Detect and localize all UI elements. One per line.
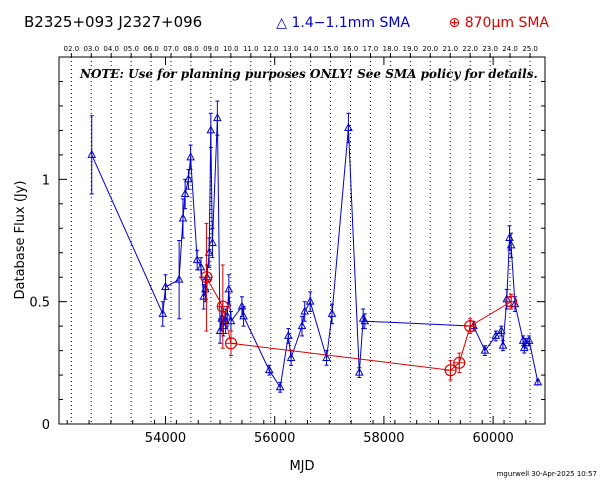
data-point	[344, 122, 353, 131]
top-axis-tick-label: 23.0	[482, 45, 498, 53]
y-tick-label: 1	[42, 173, 50, 188]
top-axis-tick-label: 16.0	[343, 45, 359, 53]
data-point	[202, 272, 212, 281]
top-axis-tick-label: 06.0	[143, 45, 159, 53]
x-tick-label: 54000	[145, 431, 186, 446]
data-point	[237, 301, 247, 310]
data-point	[464, 320, 477, 333]
x-tick-label: 60000	[472, 431, 513, 446]
footer-credit: mgurwell 30-Apr-2025 10:57	[497, 470, 597, 478]
top-axis-tick-label: 02.0	[64, 45, 80, 53]
data-point	[505, 295, 518, 308]
data-point	[264, 365, 274, 374]
data-point	[506, 240, 516, 249]
y-tick-label: 0	[42, 418, 50, 433]
data-point	[186, 152, 195, 161]
data-point	[360, 316, 370, 325]
top-axis-tick-label: 15.0	[323, 45, 339, 53]
top-axis-tick-label: 09.0	[203, 45, 219, 53]
data-point	[87, 149, 97, 158]
data-point	[496, 325, 506, 335]
data-point	[174, 274, 184, 283]
data-point	[200, 271, 213, 284]
data-point	[213, 113, 222, 122]
data-point	[327, 308, 337, 317]
data-point	[224, 337, 238, 350]
data-point	[453, 356, 466, 369]
top-axis-tick-label: 24.0	[502, 45, 518, 53]
top-axis-tick-label: 25.0	[522, 45, 538, 53]
top-axis-tick-label: 13.0	[283, 45, 299, 53]
data-point	[498, 340, 508, 349]
series-line	[91, 118, 539, 389]
data-point	[286, 352, 296, 361]
data-point	[305, 296, 315, 305]
top-axis-tick-label: 07.0	[163, 45, 179, 53]
top-axis-tick-label: 21.0	[442, 45, 458, 53]
planning-note: NOTE: Use for planning purposes ONLY! Se…	[79, 67, 538, 81]
plot-frame	[58, 56, 546, 425]
legend-blue-series: △ 1.4−1.1mm SMA	[276, 15, 410, 31]
y-tick-label: 0.5	[29, 296, 50, 311]
data-point	[196, 262, 206, 271]
data-point	[184, 174, 193, 183]
x-axis: 54000 56000 58000 60000	[66, 57, 527, 446]
y-axis-label: Database Flux (Jy)	[13, 181, 28, 300]
top-axis: 02.0 03.0 04.0 05.0 06.0 07.0 08.0 09.0 10.0 11.0…	[64, 45, 538, 57]
top-axis-tick-label: 20.0	[422, 45, 438, 53]
data-point	[222, 311, 232, 320]
top-axis-tick-label: 08.0	[183, 45, 199, 53]
data-point	[204, 247, 214, 256]
data-point	[180, 188, 190, 198]
top-axis-tick-label: 22.0	[462, 45, 478, 53]
top-axis-tick-label: 10.0	[223, 45, 239, 53]
top-axis-tick-label: 12.0	[263, 45, 279, 53]
data-point	[192, 255, 202, 264]
data-point	[533, 377, 543, 386]
data-point	[284, 330, 293, 339]
source-names: B2325+093 J2327+096	[24, 13, 202, 31]
data-point	[161, 281, 170, 290]
x-tick-label: 56000	[254, 431, 295, 446]
gridlines	[70, 57, 531, 424]
data-point	[224, 284, 234, 293]
top-axis-tick-label: 19.0	[403, 45, 419, 53]
data-point	[178, 213, 188, 222]
data-point	[158, 308, 168, 317]
top-axis-tick-label: 18.0	[383, 45, 399, 53]
data-point	[480, 345, 490, 354]
top-axis-tick-label: 05.0	[123, 45, 139, 53]
y-axis: 00.51	[29, 80, 545, 433]
top-axis-tick-label: 14.0	[303, 45, 319, 53]
data-point	[524, 335, 534, 344]
top-axis-tick-label: 11.0	[243, 45, 259, 53]
top-axis-tick-label: 03.0	[83, 45, 99, 53]
data-point	[521, 338, 531, 347]
x-axis-label: MJD	[289, 459, 314, 474]
top-axis-tick-label: 17.0	[363, 45, 379, 53]
top-axis-tick-label: 04.0	[103, 45, 119, 53]
x-tick-label: 58000	[363, 431, 404, 446]
data-point	[208, 237, 217, 246]
data-point	[275, 382, 285, 391]
data-point	[239, 311, 248, 320]
series-layer	[87, 100, 543, 393]
data-point	[216, 300, 229, 313]
legend-red-series: ⊕ 870µm SMA	[449, 15, 550, 31]
data-point	[354, 367, 364, 376]
data-point	[226, 316, 236, 325]
data-point	[444, 364, 457, 377]
data-point	[300, 306, 310, 315]
data-point	[206, 125, 216, 134]
data-point	[297, 321, 307, 330]
data-point	[322, 352, 331, 361]
data-point	[491, 330, 501, 339]
